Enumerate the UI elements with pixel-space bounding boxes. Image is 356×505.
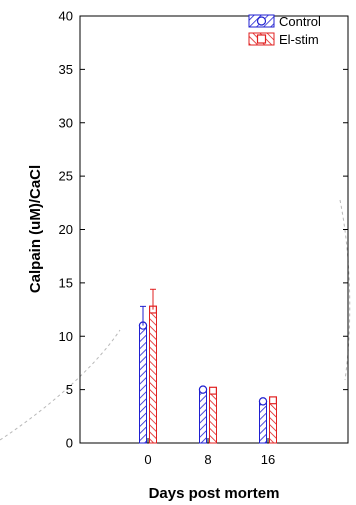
x-axis-title: Days post mortem	[149, 485, 280, 502]
bar-control-16	[259, 400, 267, 444]
background-dashed-curve	[0, 329, 121, 441]
bar-control-0	[139, 325, 147, 444]
bar-group	[138, 305, 278, 444]
x-tick-label: 0	[144, 452, 151, 467]
y-tick-label: 0	[66, 436, 73, 451]
legend-marker-circle	[256, 16, 267, 26]
x-tick-label: 16	[261, 452, 275, 467]
bar-el-stim-0	[149, 309, 157, 444]
bar-marker-square	[269, 396, 278, 405]
legend-label: El-stim	[279, 32, 319, 47]
y-tick-label: 40	[59, 9, 73, 24]
y-tick-label: 20	[59, 222, 73, 237]
legend: Control El-stim	[248, 14, 321, 47]
plot-frame	[79, 15, 349, 444]
legend-label: Control	[279, 14, 321, 29]
bar-marker-circle	[198, 385, 208, 394]
legend-marker-square	[256, 34, 267, 44]
error-bars	[140, 288, 156, 326]
y-axis: 0 5 10 15 20 25 30 35 40	[59, 9, 348, 451]
y-tick-label: 10	[59, 329, 73, 344]
x-axis: 0 8 16	[144, 438, 275, 467]
y-tick-label: 25	[59, 169, 73, 184]
bar-el-stim-8	[209, 390, 217, 444]
x-tick-label: 8	[204, 452, 211, 467]
y-tick-label: 30	[59, 115, 73, 130]
y-axis-title: Calpain (uM)/CaCl	[27, 165, 44, 293]
bar-el-stim-16	[269, 399, 277, 444]
y-tick-label: 15	[59, 275, 73, 290]
bar-control-8	[199, 389, 207, 444]
bar-marker-square	[209, 386, 218, 395]
bar-marker-circle	[258, 397, 268, 406]
y-tick-label: 5	[66, 382, 73, 397]
y-tick-label: 35	[59, 62, 73, 77]
